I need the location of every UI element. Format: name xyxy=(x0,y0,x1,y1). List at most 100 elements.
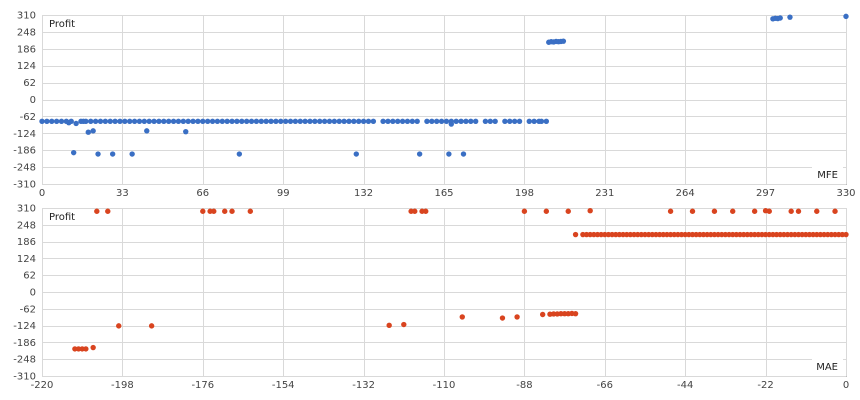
data-point xyxy=(587,208,593,214)
x-axis-label: MAE xyxy=(816,362,838,373)
data-point xyxy=(317,118,323,125)
data-point xyxy=(360,118,367,125)
x-tick-label: 132 xyxy=(354,188,373,199)
data-point xyxy=(105,208,111,214)
data-point xyxy=(321,118,328,125)
data-point xyxy=(273,118,279,125)
data-point xyxy=(424,118,430,125)
data-point xyxy=(459,314,465,320)
data-point xyxy=(49,118,55,125)
data-point xyxy=(446,151,452,157)
y-tick-label: -248 xyxy=(13,163,36,174)
data-point xyxy=(414,118,420,125)
y-tick-label: -310 xyxy=(13,180,36,191)
data-point xyxy=(399,118,406,125)
data-point xyxy=(487,118,493,125)
data-point xyxy=(90,128,96,134)
y-tick-label: 124 xyxy=(17,61,36,72)
data-point xyxy=(331,118,338,125)
x-tick-label: -176 xyxy=(191,380,214,391)
x-tick-label: 0 xyxy=(843,380,849,391)
x-tick-label: 66 xyxy=(196,188,209,199)
data-point xyxy=(73,120,79,127)
y-axis-tick-labels: 310 248 186 124 62 0 -62 -124 -186 -248 -310 xyxy=(13,11,36,191)
data-point xyxy=(482,118,489,125)
data-point xyxy=(204,118,211,125)
data-point xyxy=(131,118,138,125)
x-tick-label: -88 xyxy=(516,380,532,391)
data-point xyxy=(448,118,455,125)
y-tick-label: 0 xyxy=(30,95,36,106)
x-tick-label: 0 xyxy=(39,188,45,199)
x-axis-label: MFE xyxy=(817,170,838,181)
x-tick-label: 231 xyxy=(595,188,614,199)
y-tick-label: 186 xyxy=(17,44,36,55)
data-point xyxy=(195,118,201,125)
data-point xyxy=(386,322,392,329)
y-tick-label: 186 xyxy=(17,237,36,248)
data-points xyxy=(39,13,849,157)
data-point xyxy=(224,118,230,125)
data-point xyxy=(297,118,303,125)
x-tick-label: -22 xyxy=(757,380,773,391)
data-point xyxy=(312,118,318,125)
data-point xyxy=(843,13,849,20)
data-point xyxy=(292,118,299,125)
data-point xyxy=(85,129,91,135)
data-point xyxy=(258,118,264,125)
data-point xyxy=(209,118,216,125)
data-point xyxy=(136,118,143,125)
data-point xyxy=(263,118,269,125)
y-tick-label: -186 xyxy=(13,338,36,349)
data-point xyxy=(539,311,546,318)
data-point xyxy=(247,208,254,214)
x-axis-tick-labels: 0 33 66 99 132 165 198 231 264 297 330 xyxy=(39,188,856,199)
y-axis-label-box xyxy=(45,210,81,223)
data-point xyxy=(83,118,89,125)
y-tick-label: 248 xyxy=(17,27,36,38)
x-tick-label: -110 xyxy=(433,380,456,391)
x-axis-tick-labels: -220 -198 -176 -154 -132 -110 -88 -66 -44 -22 0 xyxy=(31,380,850,391)
data-point xyxy=(70,149,77,156)
x-axis-label-box xyxy=(812,359,843,373)
data-point xyxy=(92,118,99,125)
data-point xyxy=(287,118,294,125)
data-point xyxy=(667,208,674,214)
y-axis-tick-labels: 310 248 186 124 62 0 -62 -124 -186 -248 -310 xyxy=(13,204,36,383)
data-point xyxy=(94,208,100,214)
data-point xyxy=(521,208,528,214)
data-point xyxy=(68,118,74,125)
data-point xyxy=(112,118,118,125)
data-point xyxy=(370,118,377,125)
y-tick-label: 310 xyxy=(17,11,36,22)
data-point xyxy=(151,118,157,125)
data-point xyxy=(58,118,65,125)
y-tick-label: 0 xyxy=(30,288,36,299)
y-axis-label: Profit xyxy=(49,19,75,30)
data-point xyxy=(243,118,250,125)
x-tick-label: 99 xyxy=(277,188,290,199)
data-point xyxy=(814,208,820,214)
data-point xyxy=(572,231,579,238)
data-point xyxy=(543,118,550,125)
data-point xyxy=(458,118,464,125)
data-point xyxy=(543,208,550,214)
data-point xyxy=(433,118,440,125)
data-point xyxy=(766,208,772,214)
data-point xyxy=(438,118,445,125)
data-point xyxy=(416,151,423,157)
data-point xyxy=(307,118,313,125)
data-point xyxy=(97,118,104,125)
data-point xyxy=(356,118,362,125)
x-tick-label: 264 xyxy=(676,188,695,199)
data-point xyxy=(499,315,506,321)
data-point xyxy=(200,208,206,214)
data-point xyxy=(689,208,696,214)
data-point xyxy=(219,118,225,125)
data-point xyxy=(165,118,172,125)
data-point xyxy=(326,118,333,125)
data-point xyxy=(185,118,191,125)
data-point xyxy=(463,118,469,125)
data-point xyxy=(170,118,177,125)
